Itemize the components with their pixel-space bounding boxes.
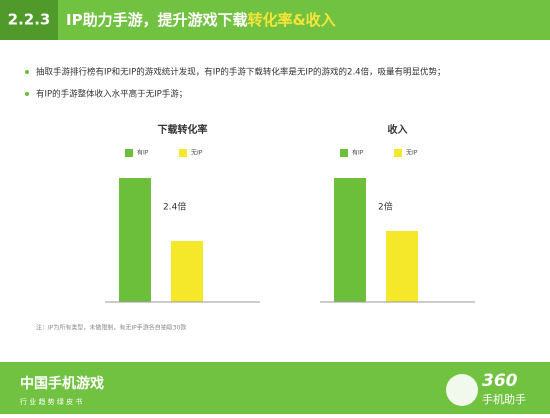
header-bar [0,0,550,40]
logo-number: 360 [482,371,518,391]
title-highlight: 转化率&收入 [248,11,336,29]
bar [386,231,418,302]
annotation: 2倍 [378,201,393,213]
logo-ball [446,374,478,406]
bullet: 有IP的手游整体收入水平高于无IP手游； [36,89,187,100]
legend-swatch [125,149,133,157]
note: 注：IP为所有类型，未做限制，有无IP手游各自抽取30款 [36,324,186,332]
legend-swatch [179,149,187,157]
section-number: 2.2.3 [8,11,51,29]
bullet: 抽取手游排行榜有IP和无IP的游戏统计发现，有IP的手游下载转化率是无IP的游戏… [36,67,446,78]
legend-label: 有IP [352,149,364,157]
bar [334,178,366,302]
footer-subtitle: 行 业 趋 势 绿 皮 书 [20,397,82,406]
title-main: IP助力手游，提升游戏下载 [66,11,248,29]
chart-title: 下载转化率 [158,123,208,136]
legend-label: 有IP [137,149,149,157]
section-box [0,0,58,40]
bullet-dot [25,92,29,96]
legend-label: 无IP [406,150,418,157]
bar [171,241,203,302]
legend-swatch [340,149,348,157]
legend-label: 无IP [191,150,203,157]
annotation: 2.4倍 [163,201,186,213]
footer-title: 中国手机游戏 [20,375,104,392]
logo-text: 手机助手 [482,392,526,406]
bullet-dot [25,70,29,74]
legend-swatch [394,149,402,157]
title: IP助力手游，提升游戏下载转化率&收入 [66,11,336,29]
bar [119,178,151,302]
chart-title: 收入 [388,123,408,136]
